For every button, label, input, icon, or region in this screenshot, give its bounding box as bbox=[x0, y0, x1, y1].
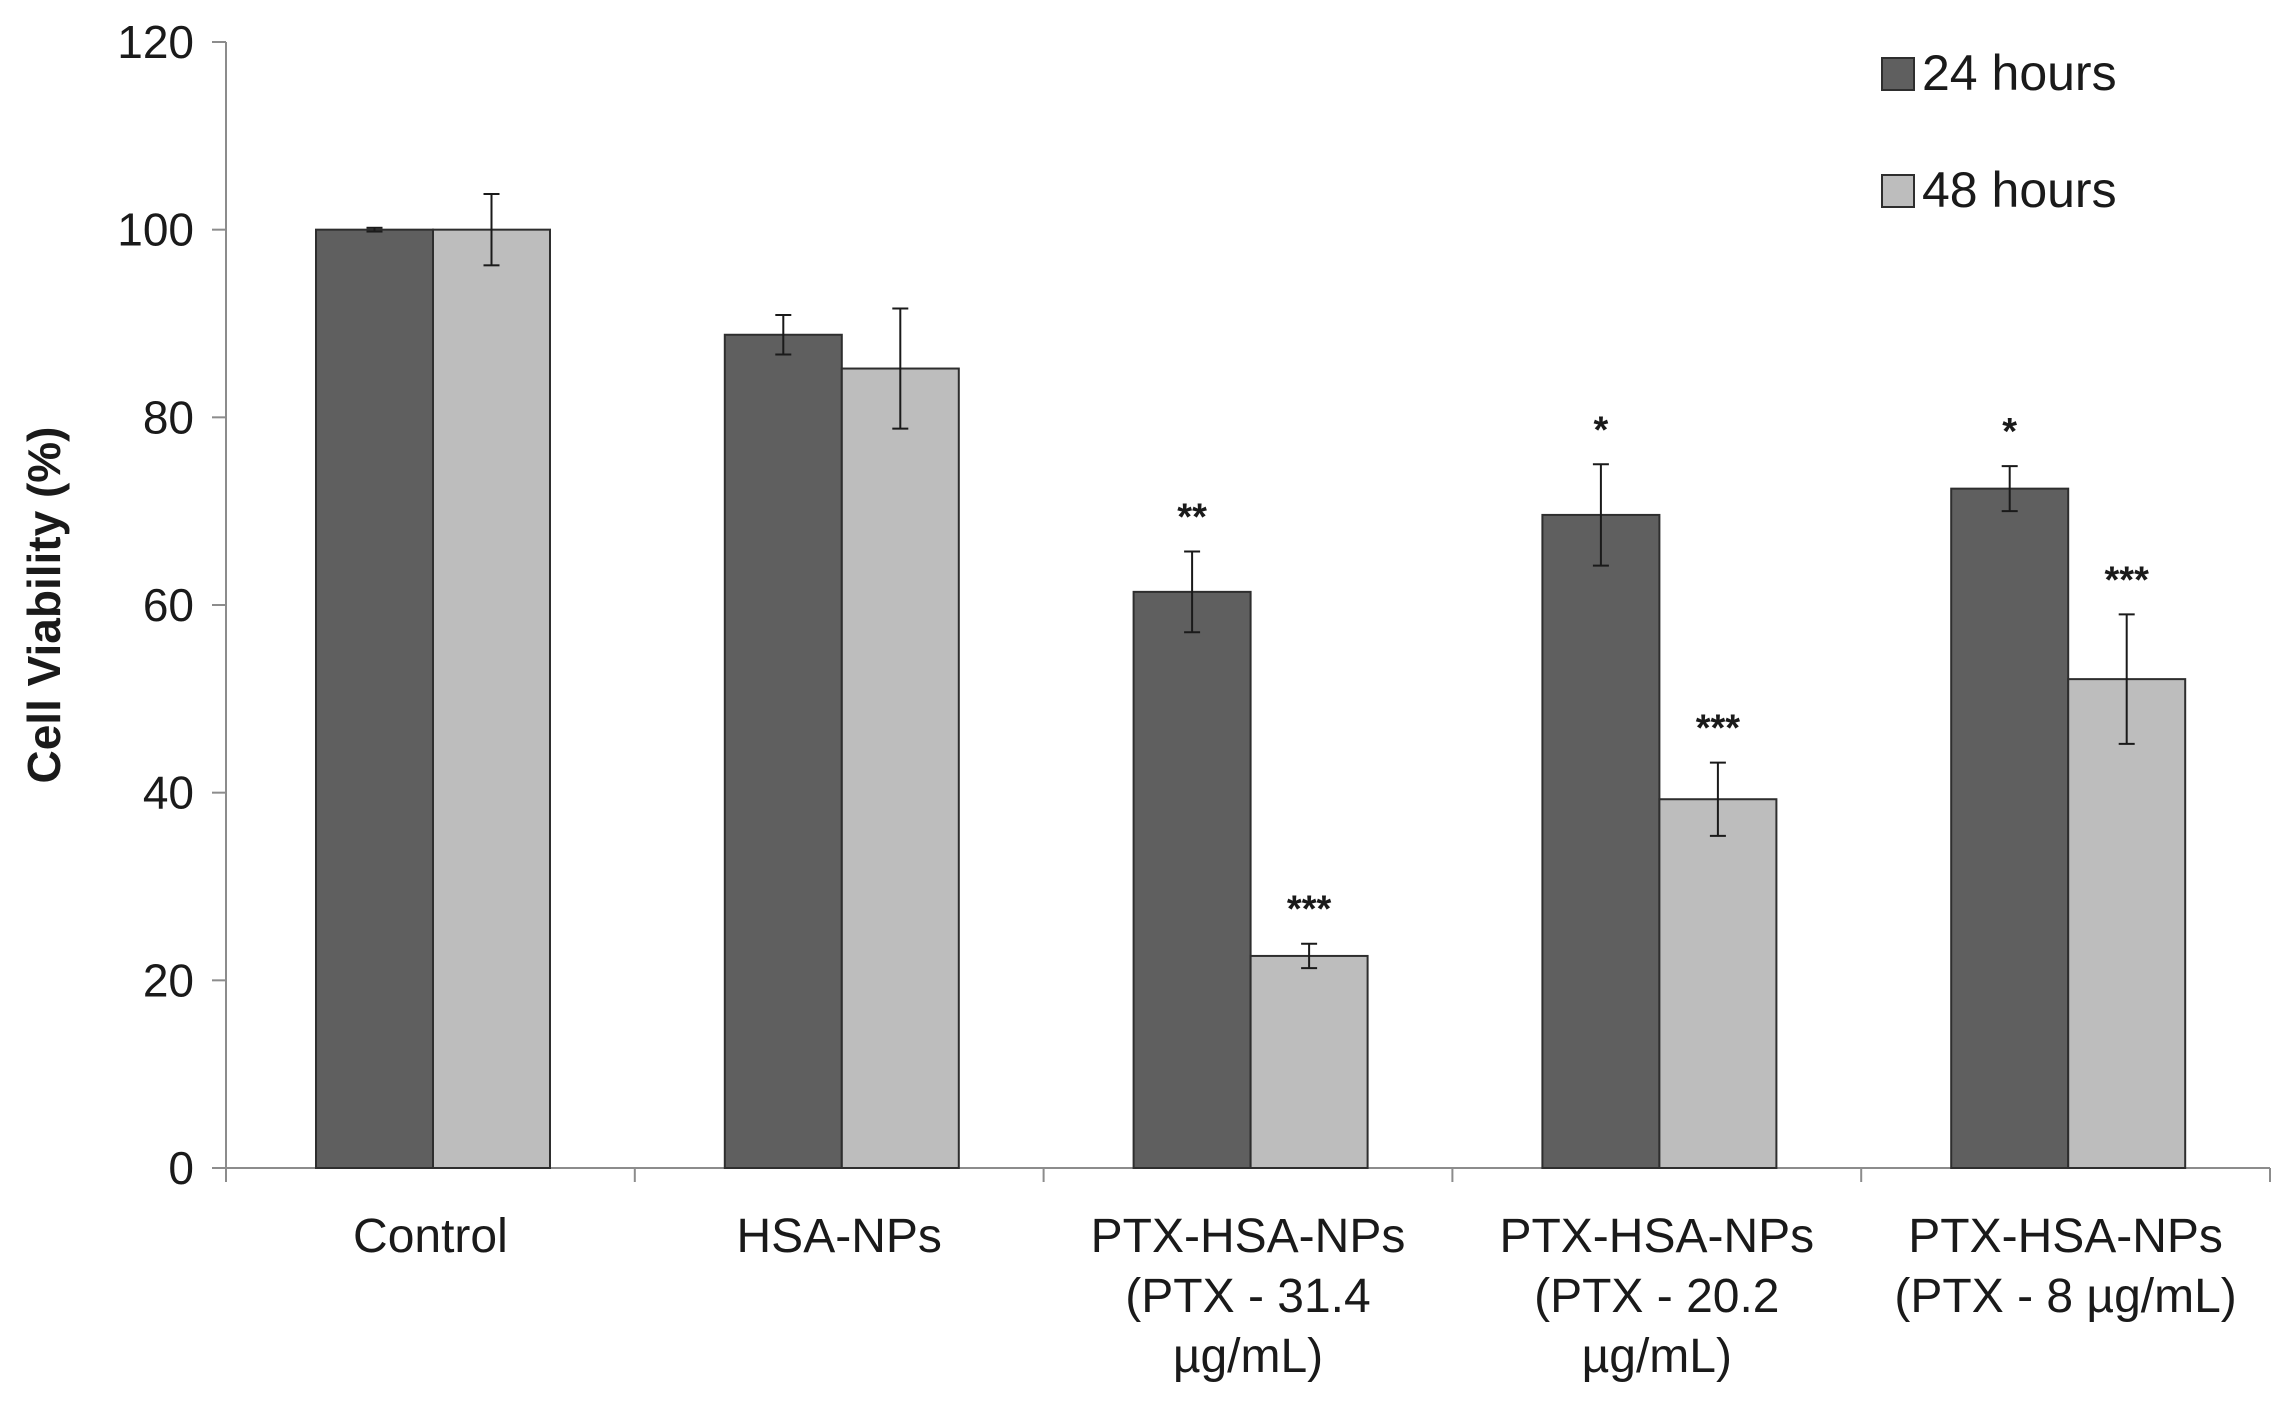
bar-48h bbox=[840, 367, 960, 1170]
y-tick-label: 120 bbox=[117, 16, 194, 68]
y-tick-label: 80 bbox=[143, 391, 194, 443]
significance-label: *** bbox=[2105, 559, 2150, 601]
bar-24h bbox=[1541, 513, 1661, 1169]
significance-label: * bbox=[2002, 411, 2017, 453]
significance-label: * bbox=[1594, 409, 1609, 451]
y-tick-label: 60 bbox=[143, 579, 194, 631]
bar-24h bbox=[723, 333, 843, 1169]
y-tick-label: 0 bbox=[168, 1142, 194, 1194]
bar-48h bbox=[1249, 954, 1369, 1169]
y-tick-label: 20 bbox=[143, 954, 194, 1006]
x-tick-label: (PTX - 20.2 bbox=[1534, 1270, 1779, 1323]
y-tick-label: 40 bbox=[143, 767, 194, 819]
legend-label: 24 hours bbox=[1922, 45, 2117, 101]
x-tick-label: µg/mL) bbox=[1173, 1330, 1323, 1383]
x-tick-label: (PTX - 8 µg/mL) bbox=[1894, 1270, 2236, 1323]
y-axis-title: Cell Viability (%) bbox=[18, 426, 70, 783]
bar-48h bbox=[1658, 798, 1778, 1169]
x-tick-label: (PTX - 31.4 bbox=[1125, 1270, 1370, 1323]
x-tick-label: µg/mL) bbox=[1582, 1330, 1732, 1383]
legend-label: 48 hours bbox=[1922, 162, 2117, 218]
bar-24h bbox=[1950, 487, 2070, 1169]
x-tick-label: HSA-NPs bbox=[737, 1210, 942, 1263]
bar-48h bbox=[432, 228, 551, 1169]
x-tick-label: Control bbox=[353, 1210, 508, 1263]
x-tick-label: PTX-HSA-NPs bbox=[1499, 1210, 1814, 1263]
bar-24h bbox=[315, 228, 434, 1169]
bar-48h bbox=[2067, 678, 2187, 1170]
x-tick-label: PTX-HSA-NPs bbox=[1908, 1210, 2223, 1263]
y-tick-label: 100 bbox=[117, 204, 194, 256]
bar-24h bbox=[1132, 590, 1252, 1169]
x-tick-label: PTX-HSA-NPs bbox=[1091, 1210, 1406, 1263]
legend-swatch bbox=[1881, 174, 1915, 208]
significance-label: *** bbox=[1696, 708, 1741, 750]
significance-label: ** bbox=[1177, 497, 1207, 539]
significance-label: *** bbox=[1287, 889, 1332, 931]
legend-swatch bbox=[1881, 57, 1915, 91]
